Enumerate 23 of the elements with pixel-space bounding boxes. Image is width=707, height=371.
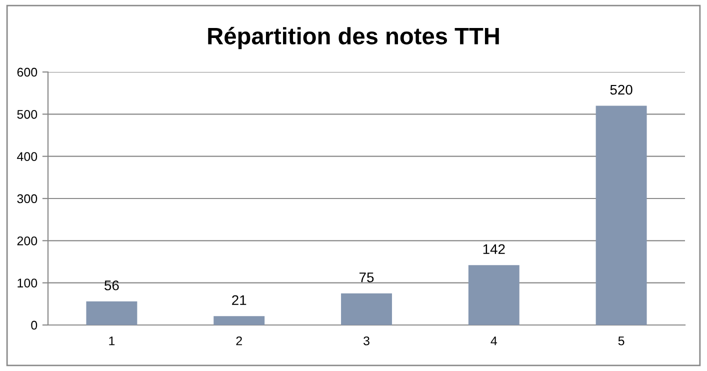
y-tick-label: 300	[17, 194, 38, 204]
x-tick-label: 3	[364, 336, 370, 346]
y-tick-label: 200	[17, 236, 38, 246]
y-tick-label: 400	[17, 152, 38, 161]
y-tick-label: 600	[17, 68, 38, 77]
bar	[341, 293, 392, 325]
y-tick-label: 0	[31, 320, 38, 330]
data-label: 56	[104, 280, 119, 290]
bar	[214, 316, 265, 325]
x-tick-label: 5	[618, 336, 624, 346]
x-tick-label: 4	[490, 336, 498, 346]
x-tick-label: 2	[236, 336, 242, 346]
bar	[468, 265, 520, 325]
data-label: 21	[232, 295, 246, 305]
data-label: 142	[483, 244, 505, 254]
data-label: 75	[359, 272, 374, 282]
y-tick-label: 500	[17, 110, 38, 119]
bar	[596, 106, 647, 325]
chart-title: Répartition des notes TTH	[208, 26, 499, 50]
y-tick-label: 100	[18, 278, 38, 288]
bar	[86, 301, 138, 325]
data-label: 520	[610, 84, 632, 95]
x-tick-label: 1	[109, 336, 115, 346]
